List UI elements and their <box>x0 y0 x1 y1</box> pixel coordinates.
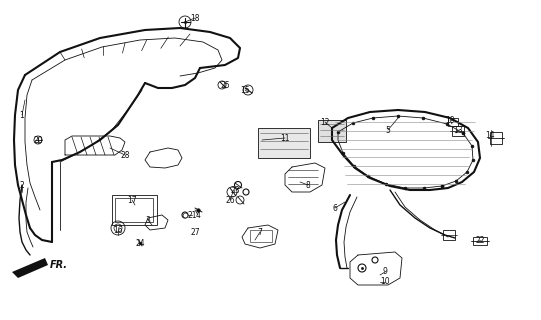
Bar <box>318 120 346 142</box>
Text: 27: 27 <box>190 228 200 236</box>
Text: 14: 14 <box>485 131 495 140</box>
Circle shape <box>179 16 191 28</box>
Bar <box>112 195 157 225</box>
Bar <box>250 230 272 242</box>
Circle shape <box>218 81 226 89</box>
Bar <box>452 126 464 136</box>
Bar <box>115 198 153 222</box>
Text: 3: 3 <box>146 215 150 225</box>
Circle shape <box>236 196 244 204</box>
Text: 28: 28 <box>120 150 130 159</box>
Text: 17: 17 <box>127 196 137 204</box>
Text: 8: 8 <box>306 180 311 189</box>
Text: 1: 1 <box>19 110 24 119</box>
Text: 10: 10 <box>380 277 390 286</box>
Text: 20: 20 <box>33 135 43 145</box>
Text: 5: 5 <box>386 125 391 134</box>
Text: 24: 24 <box>135 238 145 247</box>
Text: 26: 26 <box>225 196 235 204</box>
Circle shape <box>243 189 249 195</box>
Bar <box>490 132 502 144</box>
Polygon shape <box>12 258 48 278</box>
Circle shape <box>227 187 237 197</box>
Text: 18: 18 <box>190 13 200 22</box>
Text: 9: 9 <box>382 268 387 276</box>
Circle shape <box>234 181 241 188</box>
Text: 13: 13 <box>453 125 463 134</box>
Text: 12: 12 <box>320 117 330 126</box>
Text: 7: 7 <box>258 228 262 236</box>
Text: 6: 6 <box>333 204 338 212</box>
Bar <box>448 118 458 126</box>
Text: 21: 21 <box>187 211 197 220</box>
Text: 19: 19 <box>445 116 455 124</box>
Bar <box>443 230 455 240</box>
Text: 23: 23 <box>230 186 240 195</box>
Text: 16: 16 <box>113 226 123 235</box>
Bar <box>473 237 487 245</box>
Text: 11: 11 <box>280 133 290 142</box>
Circle shape <box>372 257 378 263</box>
Text: 2: 2 <box>19 180 24 189</box>
Circle shape <box>34 136 42 144</box>
Text: 22: 22 <box>475 236 485 244</box>
Text: 15: 15 <box>240 85 250 94</box>
Circle shape <box>358 264 366 272</box>
Bar <box>258 128 310 158</box>
Text: 4: 4 <box>195 211 200 220</box>
Text: 25: 25 <box>220 81 230 90</box>
Circle shape <box>243 85 253 95</box>
Circle shape <box>182 212 188 218</box>
Text: FR.: FR. <box>50 260 68 270</box>
